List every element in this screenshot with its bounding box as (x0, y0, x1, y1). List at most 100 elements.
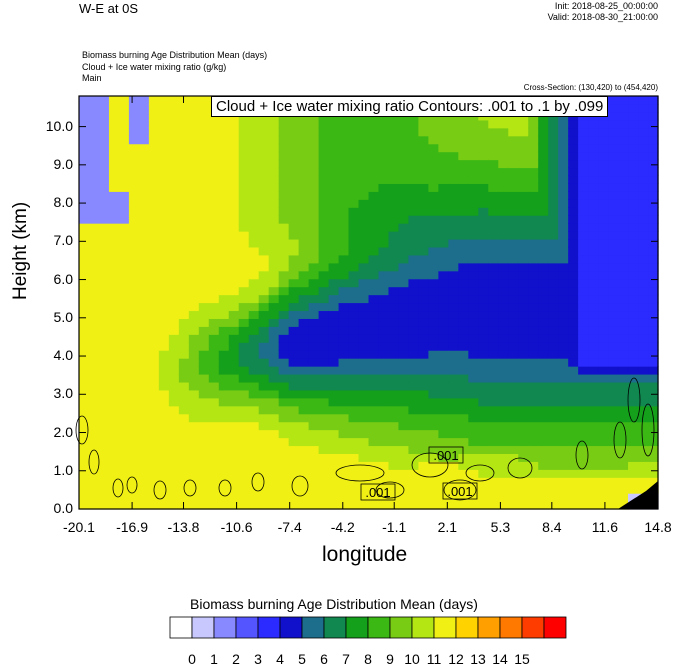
heatmap-cell (528, 175, 539, 184)
heatmap-cell (79, 127, 90, 137)
heatmap-cell (88, 175, 100, 184)
heatmap-cell (388, 254, 400, 264)
heatmap-cell (398, 421, 410, 431)
heatmap-cell (79, 461, 90, 470)
heatmap-cell (298, 127, 310, 137)
heatmap-cell (448, 358, 459, 367)
heatmap-cell (308, 191, 320, 200)
heatmap-cell (548, 238, 559, 248)
heatmap-cell (648, 183, 659, 192)
heatmap-cell (458, 199, 469, 208)
heatmap-cell (558, 254, 569, 264)
heatmap-cell (498, 199, 509, 208)
heatmap-cell (578, 429, 589, 439)
heatmap-cell (578, 159, 589, 169)
heatmap-cell (208, 127, 220, 137)
heatmap-cell (618, 302, 629, 312)
heatmap-cell (548, 342, 559, 351)
heatmap-cell (648, 231, 659, 240)
heatmap-cell (88, 381, 100, 391)
heatmap-cell (98, 461, 110, 470)
heatmap-cell (178, 493, 190, 502)
heatmap-cell (218, 167, 230, 177)
heatmap-cell (648, 397, 659, 407)
heatmap-cell (408, 143, 420, 153)
heatmap-cell (358, 246, 370, 256)
heatmap-cell (498, 421, 509, 431)
heatmap-cell (548, 246, 559, 256)
heatmap-cell (258, 215, 270, 224)
heatmap-cell (408, 167, 420, 177)
heatmap-cell (288, 143, 300, 153)
contour-line (251, 472, 265, 492)
heatmap-cell (538, 405, 549, 415)
heatmap-cell (198, 103, 210, 113)
heatmap-cell (198, 389, 210, 399)
heatmap-cell (408, 342, 420, 351)
heatmap-cell (258, 310, 270, 319)
heatmap-cell (168, 119, 180, 129)
heatmap-cell (478, 183, 489, 192)
heatmap-cell (218, 207, 230, 216)
heatmap-cell (108, 302, 120, 312)
heatmap-cell (318, 207, 330, 216)
heatmap-cell (368, 223, 380, 232)
heatmap-cell (238, 469, 250, 478)
heatmap-cell (208, 175, 220, 184)
heatmap-cell (298, 183, 310, 192)
heatmap-cell (318, 127, 330, 137)
heatmap-cell (448, 453, 459, 462)
heatmap-cell (278, 246, 290, 256)
heatmap-cell (608, 381, 619, 391)
heatmap-cell (118, 342, 130, 351)
heatmap-cell (608, 167, 619, 177)
contour-line (465, 464, 495, 482)
heatmap-cell (268, 215, 280, 224)
heatmap-cell (598, 397, 609, 407)
heatmap-cell (408, 231, 420, 240)
heatmap-cell (418, 437, 429, 447)
heatmap-cell (548, 254, 559, 264)
heatmap-cell (98, 501, 110, 510)
x-tick-label: -10.6 (220, 519, 253, 535)
heatmap-cell (428, 310, 439, 319)
heatmap-cell (448, 493, 459, 502)
heatmap-cell (428, 373, 439, 383)
heatmap-cell (518, 167, 529, 177)
heatmap-cell (578, 381, 589, 391)
heatmap-cell (328, 223, 340, 232)
heatmap-cell (538, 167, 549, 177)
heatmap-cell (108, 445, 120, 454)
heatmap-cell (348, 318, 360, 327)
heatmap-cell (108, 96, 120, 105)
heatmap-cell (598, 461, 609, 470)
heatmap-cell (598, 231, 609, 240)
heatmap-cell (138, 310, 150, 319)
heatmap-cell (348, 334, 360, 343)
heatmap-cell (478, 207, 489, 216)
heatmap-cell (348, 310, 360, 319)
heatmap-cell (358, 445, 370, 454)
heatmap-cell (598, 373, 609, 383)
heatmap-cell (98, 413, 110, 423)
contour-line (112, 478, 124, 498)
heatmap-cell (418, 231, 429, 240)
heatmap-cell (588, 135, 599, 145)
heatmap-cell (288, 294, 300, 304)
heatmap-cell (438, 501, 449, 510)
heatmap-cell (528, 477, 539, 486)
heatmap-cell (538, 381, 549, 391)
heatmap-cell (648, 429, 659, 439)
heatmap-cell (438, 461, 449, 470)
heatmap-cell (568, 127, 579, 137)
heatmap-cell (368, 342, 380, 351)
heatmap-cell (288, 199, 300, 208)
heatmap-cell (508, 294, 519, 304)
heatmap-cell (198, 207, 210, 216)
heatmap-cell (308, 421, 320, 431)
heatmap-cell (558, 326, 569, 335)
heatmap-cell (608, 350, 619, 359)
heatmap-cell (278, 453, 290, 462)
heatmap-cell (168, 413, 180, 423)
heatmap-cell (138, 493, 150, 502)
